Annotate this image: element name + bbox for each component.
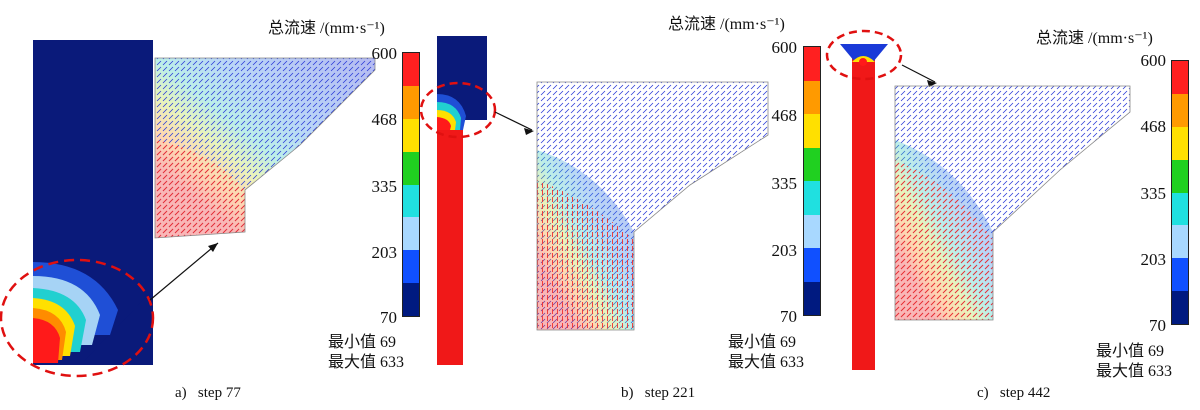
colorbar-tick: 203	[771, 241, 798, 260]
caption-b: b) step 221	[621, 385, 696, 401]
colorbar-title: 总流速 /(mm·s⁻¹)	[268, 20, 385, 37]
colorbar-tick: 70	[380, 308, 397, 327]
velocity-contour-a	[33, 262, 118, 363]
dashed-circle-icon	[0, 258, 155, 378]
colorbar-tick: 203	[371, 243, 398, 262]
mold-taper-a	[80, 290, 153, 365]
colorbar-tick: 468	[371, 110, 398, 129]
panel-a	[0, 40, 376, 378]
dashed-circle-icon	[419, 81, 497, 139]
colorbar-tick: 468	[1140, 117, 1167, 136]
colorbar-tick: 335	[1140, 184, 1167, 203]
min-stat: 最小值 69	[728, 334, 797, 351]
max-stat: 最大值 633	[328, 354, 405, 371]
colorbar-scale	[1171, 60, 1189, 325]
colorbar-scale	[402, 52, 420, 317]
colorbar-tick: 468	[771, 106, 798, 125]
colorbar-scale	[803, 46, 821, 316]
panel-b	[419, 36, 769, 365]
caption-c: c) step 442	[977, 385, 1051, 401]
colorbar-tick: 335	[371, 177, 398, 196]
dashed-circle-icon	[825, 29, 903, 81]
max-stat: 最大值 633	[728, 354, 805, 371]
panel-c	[825, 29, 1131, 370]
caption-a: a) step 77	[175, 385, 241, 401]
arrow-icon	[901, 64, 936, 83]
arrow-icon	[149, 242, 219, 301]
colorbar-title: 总流速 /(mm·s⁻¹)	[1036, 30, 1153, 47]
velocity-contour-c	[840, 44, 888, 66]
colorbar-tick: 600	[371, 44, 398, 63]
casting-rod-c	[852, 52, 875, 370]
velocity-contour-b	[437, 94, 466, 130]
colorbar-tick: 335	[771, 174, 798, 193]
vector-field-c	[894, 85, 1131, 321]
colorbar-title: 总流速 /(mm·s⁻¹)	[668, 16, 785, 33]
colorbar-tick: 600	[1140, 51, 1167, 70]
colorbar-tick: 600	[771, 38, 798, 57]
colorbar-tick: 203	[1140, 250, 1167, 269]
colorbar-tick: 70	[780, 307, 797, 326]
min-stat: 最小值 69	[1096, 343, 1165, 360]
max-stat: 最大值 633	[1096, 363, 1173, 380]
vector-field-b	[536, 81, 769, 331]
casting-rod-b	[437, 120, 463, 365]
arrow-icon	[494, 111, 533, 131]
vector-field-a	[154, 57, 376, 239]
min-stat: 最小值 69	[328, 334, 397, 351]
colorbar-tick: 70	[1149, 316, 1166, 335]
